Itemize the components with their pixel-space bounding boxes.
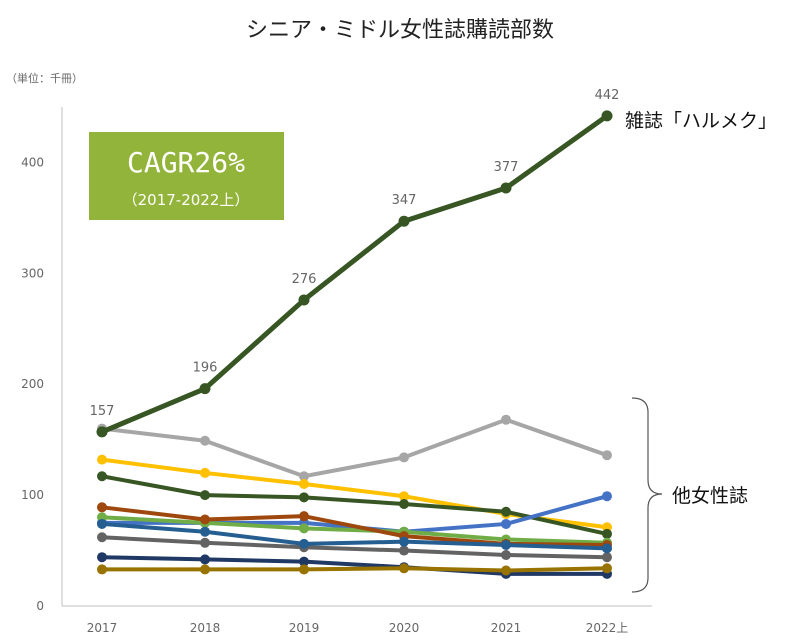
x-tick-label: 2019 — [289, 621, 320, 635]
data-point — [97, 552, 107, 563]
y-tick-label: 400 — [21, 155, 44, 169]
data-point — [199, 383, 211, 395]
cagr-sublabel: （2017-2022上） — [123, 191, 250, 209]
data-point — [501, 549, 511, 560]
data-point — [97, 502, 107, 513]
x-tick-label: 2021 — [491, 621, 522, 635]
data-point — [602, 491, 612, 502]
series-other-darkgreen — [97, 471, 612, 539]
unit-label: （単位：千冊） — [6, 71, 83, 85]
series-other-gray — [97, 414, 612, 482]
data-point — [299, 511, 309, 522]
data-label: 442 — [595, 88, 620, 103]
data-point — [501, 414, 511, 425]
data-point — [500, 182, 512, 194]
data-point — [97, 564, 107, 575]
cagr-label: CAGR26% — [127, 146, 245, 179]
data-point — [299, 523, 309, 534]
data-point — [399, 536, 409, 547]
y-tick-label: 100 — [21, 488, 44, 502]
data-label: 347 — [392, 193, 417, 208]
other-series-group — [97, 414, 612, 579]
data-point — [97, 518, 107, 529]
data-point — [200, 554, 210, 565]
data-point — [298, 294, 310, 306]
data-point — [501, 506, 511, 517]
data-point — [200, 564, 210, 575]
y-tick-label: 200 — [21, 377, 44, 391]
other-series-brace — [631, 397, 663, 593]
x-tick-label: 2018 — [190, 621, 221, 635]
data-point — [96, 426, 108, 438]
data-labels-group: 157 196 276 347 377 442 — [90, 88, 620, 419]
data-point — [200, 537, 210, 548]
data-point — [399, 498, 409, 509]
data-point — [602, 552, 612, 563]
series-line — [101, 474, 608, 536]
other-series-label: 他女性誌 — [672, 485, 748, 507]
data-point — [97, 454, 107, 465]
data-point — [299, 471, 309, 482]
x-tick-label: 2020 — [389, 621, 420, 635]
data-point — [399, 452, 409, 463]
x-tick-labels: 2017 2018 2019 2020 2021 2022上 — [87, 621, 629, 635]
series-other-teal — [97, 518, 612, 554]
series-other-darkgray — [97, 532, 612, 563]
y-tick-labels: 0 100 200 300 400 — [21, 155, 44, 613]
data-point — [399, 563, 409, 574]
data-point — [299, 556, 309, 567]
data-point — [602, 563, 612, 574]
data-point — [299, 564, 309, 575]
series-line — [101, 555, 607, 576]
data-point — [398, 215, 410, 227]
series-line — [102, 566, 608, 573]
x-tick-label: 2022上 — [586, 621, 629, 635]
series-harumeku — [96, 110, 613, 438]
series-line — [101, 515, 608, 545]
data-point — [200, 490, 210, 501]
series-other-ochre — [97, 563, 612, 576]
data-point — [97, 532, 107, 543]
data-label: 157 — [90, 404, 115, 419]
data-point — [200, 435, 210, 446]
harumeku-series-group — [96, 110, 613, 438]
data-point — [602, 528, 612, 539]
data-point — [299, 492, 309, 503]
data-point — [399, 491, 409, 502]
data-point — [200, 467, 210, 478]
data-point — [97, 471, 107, 482]
data-point — [200, 526, 210, 537]
series-line — [101, 113, 609, 435]
y-tick-label: 0 — [36, 599, 44, 613]
chart-title: シニア・ミドル女性誌購読部数 — [246, 18, 554, 43]
series-line — [101, 417, 608, 479]
series-line — [101, 521, 608, 551]
data-label: 276 — [292, 272, 317, 287]
series-line — [101, 535, 608, 560]
data-point — [299, 538, 309, 549]
y-tick-label: 300 — [21, 266, 44, 280]
data-label: 377 — [494, 160, 519, 175]
cagr-box — [89, 132, 284, 220]
data-point — [399, 545, 409, 556]
harumeku-label: 雑誌「ハルメク」 — [625, 110, 777, 132]
data-point — [602, 543, 612, 554]
data-label: 196 — [193, 361, 218, 376]
data-point — [299, 479, 309, 490]
data-point — [501, 540, 511, 551]
data-point — [501, 518, 511, 529]
data-point — [200, 514, 210, 525]
data-point — [602, 450, 612, 461]
data-point — [601, 110, 613, 122]
x-tick-label: 2017 — [87, 621, 118, 635]
data-point — [501, 565, 511, 576]
